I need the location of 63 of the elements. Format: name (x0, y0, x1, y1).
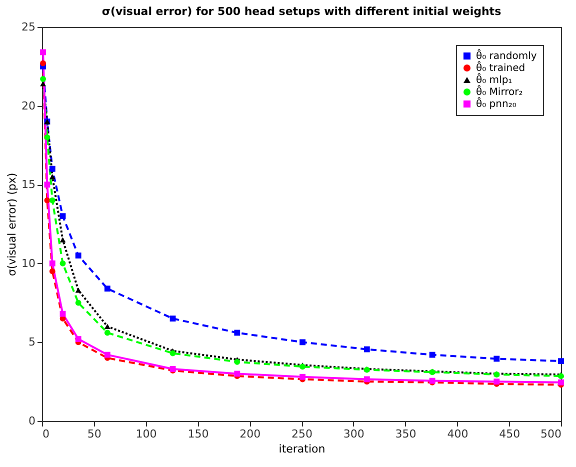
legend-label: θ̂₀ mlp₁ (476, 73, 512, 86)
point (40, 81, 46, 86)
y-axis-title: σ(visual error) (px) (6, 172, 19, 276)
point (364, 346, 370, 352)
point (60, 237, 66, 242)
point (49, 174, 56, 180)
point (558, 379, 564, 386)
point (60, 310, 66, 317)
x-tick-label: 250 (292, 428, 312, 440)
x-tick-label: 350 (395, 428, 416, 440)
y-tick-label: 10 (22, 256, 36, 270)
point (75, 336, 82, 342)
y-tick-label: 25 (22, 20, 36, 34)
x-axis-title: iteration (278, 442, 326, 456)
point (429, 352, 436, 358)
point (60, 260, 66, 266)
point (49, 268, 56, 274)
legend-label: θ̂₀ pnn₂₀ (476, 97, 516, 110)
x-tick-label: 450 (499, 428, 520, 440)
y-tick-label: 0 (28, 414, 36, 428)
point (44, 182, 50, 188)
x-tick-label: 100 (136, 428, 157, 440)
x-tick-label: 150 (188, 428, 209, 440)
point (49, 166, 56, 172)
point (44, 197, 50, 204)
point (40, 76, 46, 82)
point (75, 252, 82, 258)
point (234, 358, 240, 365)
point (49, 260, 56, 266)
point (300, 374, 306, 380)
point (104, 324, 110, 329)
point (170, 316, 176, 322)
x-tick-label: 300 (343, 428, 364, 440)
point (300, 339, 306, 346)
y-tick-label: 15 (22, 178, 36, 192)
x-tick-label: 50 (87, 428, 102, 440)
x-tick-label: 0 (42, 428, 50, 440)
point (170, 350, 176, 356)
point (44, 134, 50, 140)
point (364, 376, 370, 382)
point (60, 213, 66, 220)
chart-title: σ(visual error) for 500 head setups with different initial weights (102, 5, 502, 18)
x-tick-label: 400 (447, 428, 468, 440)
legend-label: θ̂₀ trained (476, 61, 526, 74)
legend-label: θ̂₀ Mirror₂ (476, 85, 523, 98)
point (40, 60, 46, 66)
legend-label: θ̂₀ randomly (476, 49, 537, 62)
point (40, 49, 46, 56)
x-tick-label: 200 (240, 428, 261, 440)
y-tick-label: 20 (22, 99, 36, 112)
point (104, 352, 110, 358)
y-tick-label: 5 (28, 336, 36, 349)
point (558, 358, 564, 364)
point (494, 378, 500, 385)
point (104, 286, 110, 292)
x-tick-label: 500 (540, 428, 562, 440)
point (234, 330, 240, 336)
point (104, 330, 110, 336)
point (75, 288, 82, 293)
point (75, 300, 82, 306)
point (234, 370, 240, 377)
point (49, 197, 56, 204)
point (494, 356, 500, 362)
